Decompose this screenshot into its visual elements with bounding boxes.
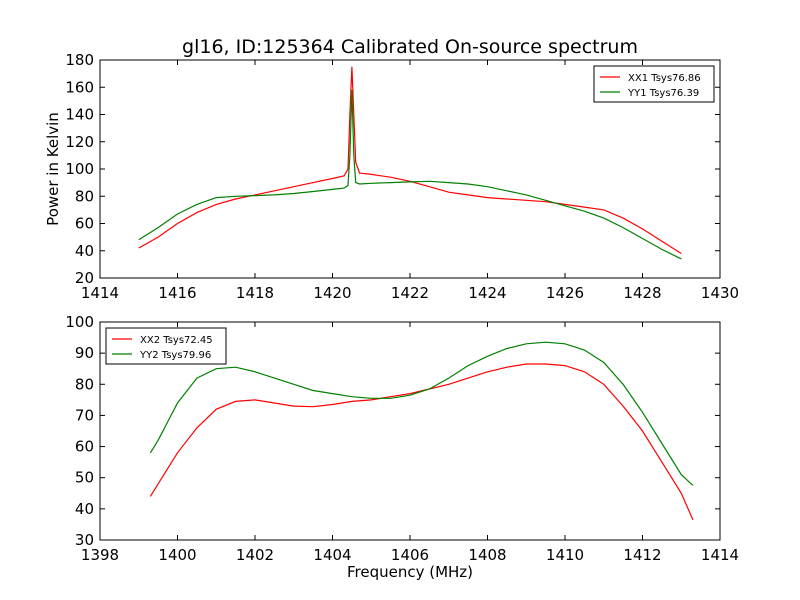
y-tick-label: 60 [75,215,94,233]
chart-title: gl16, ID:125364 Calibrated On-source spe… [182,36,638,58]
y-tick-label: 100 [65,313,94,331]
x-tick-label: 1400 [158,546,196,564]
x-tick-label: 1412 [623,546,661,564]
legend-box [105,327,227,365]
y-tick-label: 70 [75,406,94,424]
legend: XX1 Tsys76.86 YY1 Tsys76.39 [593,65,715,103]
legend: XX2 Tsys72.45 YY2 Tsys79.96 [105,327,227,365]
legend-box [593,65,715,103]
legend-entry: XX2 Tsys72.45 [140,335,213,346]
y-tick-label: 90 [75,344,94,362]
y-tick-label: 40 [75,500,94,518]
x-tick-label: 1416 [158,284,196,302]
x-tick-label: 1414 [701,546,739,564]
x-tick-label: 1430 [701,284,739,302]
bottom-spectrum-plot: 1398 1400 1402 1404 1406 1408 1410 1412 1414 30 40… [65,313,739,581]
x-tick-label: 1414 [81,284,119,302]
x-tick-label: 1424 [468,284,506,302]
y-tick-label: 30 [75,531,94,549]
series-line-xx2 [149,363,694,521]
x-tick-label: 1402 [236,546,274,564]
legend-entry: YY2 Tsys79.96 [139,350,211,361]
y-tick-label: 100 [65,160,94,178]
x-tick-label: 1418 [236,284,274,302]
top-spectrum-plot: 1414 1416 1418 1420 1422 1424 1426 1428 1430 20 40… [44,51,739,302]
series-line-yy1 [138,89,682,260]
y-tick-label: 160 [65,78,94,96]
series-line-yy2 [149,341,694,486]
y-tick-label: 80 [75,187,94,205]
x-tick-label: 1398 [81,546,119,564]
y-axis-label: Power in Kelvin [44,112,62,226]
x-tick-label: 1422 [391,284,429,302]
x-tick-label: 1428 [623,284,661,302]
y-tick-label: 50 [75,469,94,487]
legend-entry: XX1 Tsys76.86 [628,73,701,84]
y-tick-label: 140 [65,106,94,124]
x-tick-label: 1406 [391,546,429,564]
x-tick-label: 1408 [468,546,506,564]
x-axis-label: Frequency (MHz) [347,563,473,581]
y-tick-label: 60 [75,438,94,456]
x-tick-label: 1420 [313,284,351,302]
y-tick-label: 40 [75,242,94,260]
legend-entry: YY1 Tsys76.39 [627,88,699,99]
x-tick-label: 1404 [313,546,351,564]
y-tick-label: 180 [65,51,94,69]
y-tick-label: 80 [75,375,94,393]
y-tick-label: 120 [65,133,94,151]
x-tick-label: 1410 [546,546,584,564]
x-tick-label: 1426 [546,284,584,302]
y-tick-label: 20 [75,269,94,287]
